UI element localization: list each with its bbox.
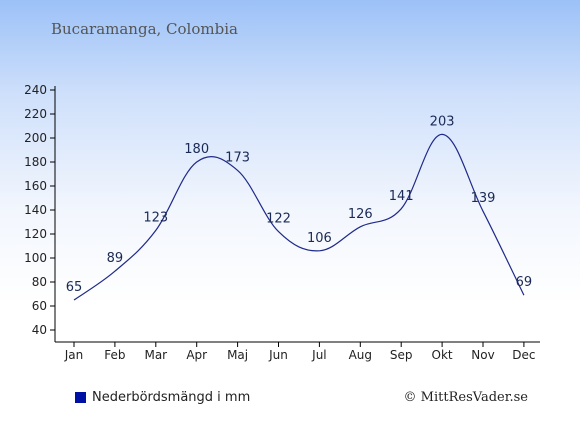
y-tick-label: 40 [32, 323, 47, 337]
y-tick-label: 60 [32, 299, 47, 313]
copyright-credit: © MittResVader.se [403, 390, 528, 405]
data-label: 141 [389, 189, 414, 204]
x-tick-label: Dec [512, 348, 535, 362]
y-tick-label: 240 [24, 83, 47, 97]
y-tick-label: 220 [24, 107, 47, 121]
x-tick-label: Jul [311, 348, 326, 362]
data-label: 106 [307, 231, 332, 246]
data-label: 139 [471, 191, 496, 206]
legend-label: Nederbördsmängd i mm [92, 390, 251, 405]
y-tick-label: 120 [24, 227, 47, 241]
x-tick-label: Maj [227, 348, 248, 362]
x-tick-label: Feb [104, 348, 125, 362]
x-tick-label: Mar [144, 348, 167, 362]
data-label: 69 [516, 275, 533, 290]
y-tick-label: 100 [24, 251, 47, 265]
x-tick-label: Nov [471, 348, 494, 362]
x-tick-label: Aug [349, 348, 372, 362]
data-label: 180 [184, 142, 209, 157]
legend-swatch [75, 392, 86, 403]
y-tick-label: 140 [24, 203, 47, 217]
x-tick-label: Jun [268, 348, 288, 362]
data-label: 173 [225, 150, 250, 165]
x-tick-label: Apr [186, 348, 207, 362]
y-tick-label: 80 [32, 275, 47, 289]
y-tick-label: 200 [24, 131, 47, 145]
data-label: 203 [430, 114, 455, 129]
x-tick-label: Okt [432, 348, 453, 362]
legend: Nederbördsmängd i mm [75, 390, 250, 405]
y-tick-label: 180 [24, 155, 47, 169]
y-tick-label: 160 [24, 179, 47, 193]
data-label: 122 [266, 212, 291, 227]
x-tick-label: Sep [390, 348, 413, 362]
x-tick-label: Jan [64, 348, 84, 362]
data-label: 126 [348, 207, 373, 222]
chart-title: Bucaramanga, Colombia [51, 20, 238, 38]
data-label: 65 [66, 280, 83, 295]
data-label: 123 [143, 210, 168, 225]
data-label: 89 [107, 251, 124, 266]
series-line [73, 133, 525, 301]
